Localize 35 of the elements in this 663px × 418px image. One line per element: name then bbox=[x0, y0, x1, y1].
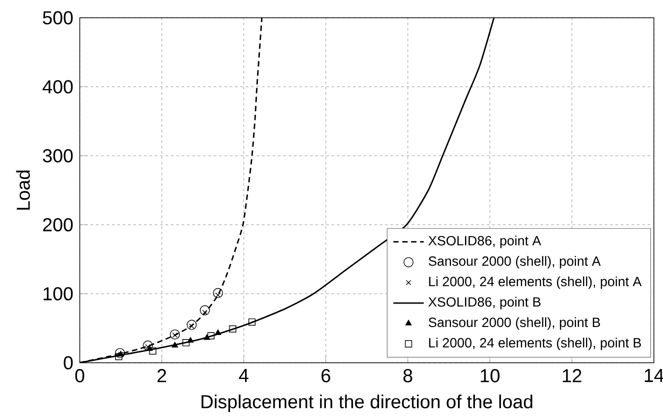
point bbox=[182, 339, 190, 346]
y-tick-label: 0 bbox=[64, 356, 73, 370]
y-tick-label: 400 bbox=[42, 80, 73, 94]
x-tick-label: 6 bbox=[322, 369, 330, 382]
x-axis-title: Displacement in the direction of the load bbox=[202, 394, 532, 412]
legend-label: Li 2000, 24 elements (shell), point B bbox=[429, 338, 641, 350]
point bbox=[229, 325, 236, 332]
x-tick-label: 2 bbox=[158, 369, 166, 382]
legend-label: Sansour 2000 (shell), point B bbox=[428, 317, 600, 330]
point bbox=[115, 352, 122, 360]
point bbox=[214, 329, 222, 335]
y-tick-label: 200 bbox=[43, 218, 73, 232]
point bbox=[212, 288, 223, 298]
y-tick-label: 500 bbox=[42, 11, 73, 24]
x-tick-label: 10 bbox=[480, 369, 500, 382]
x-tick-label: 8 bbox=[403, 369, 412, 382]
x-tick-label: 0 bbox=[75, 369, 84, 382]
point bbox=[170, 329, 180, 340]
x-tick-label: 4 bbox=[239, 369, 248, 382]
y-axis-title: Load bbox=[16, 170, 30, 210]
y-tick-label: 100 bbox=[44, 287, 73, 300]
point bbox=[114, 348, 125, 358]
point bbox=[207, 332, 215, 340]
point bbox=[200, 305, 210, 316]
legend-label: Li 2000, 24 elements (shell), point A bbox=[429, 276, 642, 289]
legend-label: XSOLID86, point B bbox=[428, 296, 540, 310]
point bbox=[186, 320, 197, 330]
point bbox=[142, 340, 153, 350]
legend-label: XSOLID86, point A bbox=[428, 236, 542, 248]
point bbox=[149, 347, 156, 355]
legend-label: Sansour 2000 (shell), point A bbox=[428, 256, 601, 268]
point bbox=[248, 318, 256, 326]
point bbox=[172, 342, 178, 348]
x-tick-label: 12 bbox=[562, 369, 582, 382]
y-tick-label: 300 bbox=[42, 149, 73, 162]
